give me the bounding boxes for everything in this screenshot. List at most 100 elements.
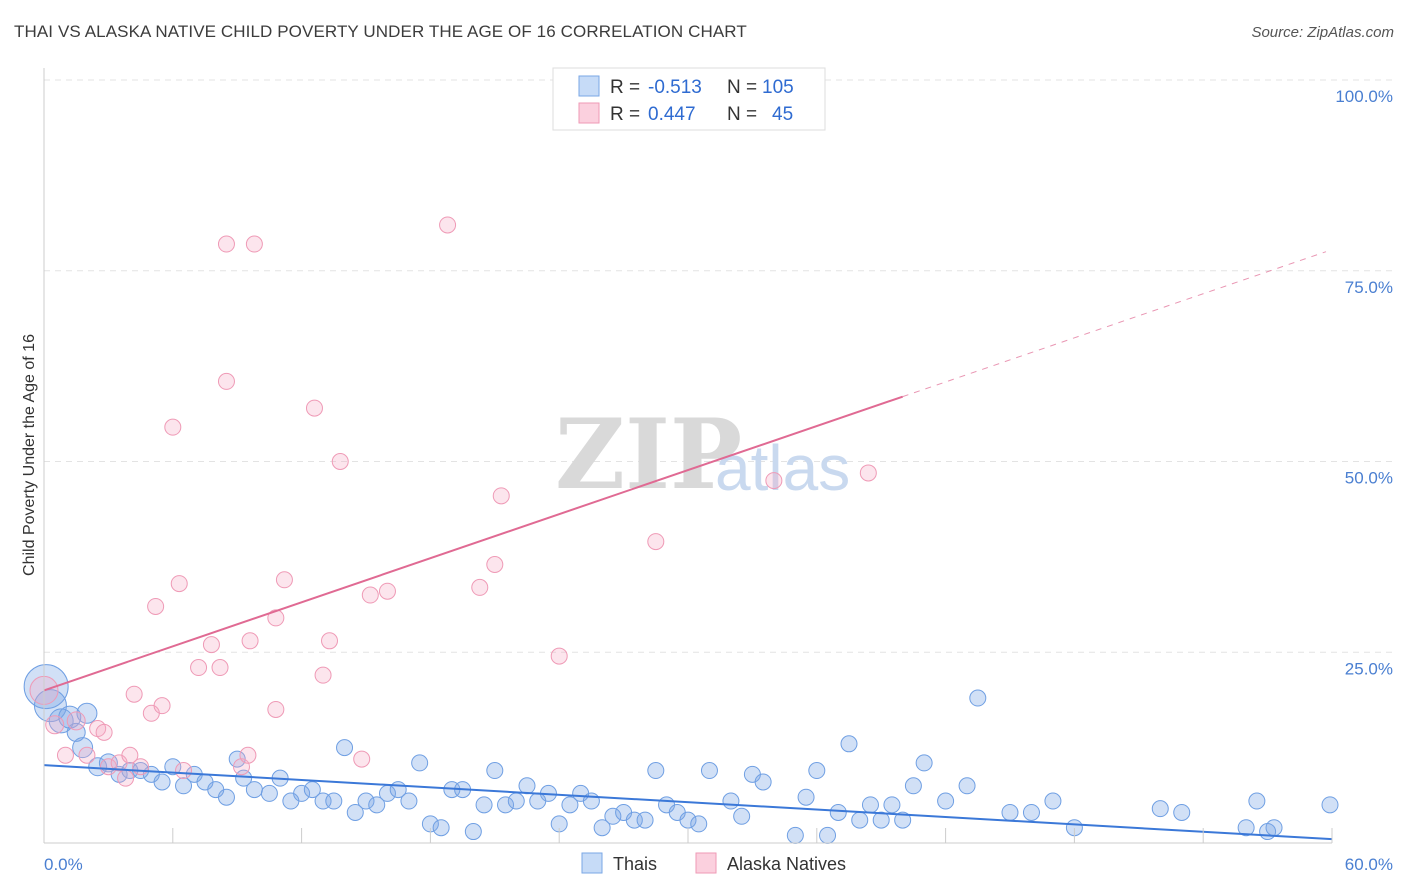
point-thais-19: [217, 788, 235, 806]
point-thais-72: [819, 826, 837, 844]
trend-line-thais: [43, 764, 1333, 841]
point-thais-22: [245, 781, 263, 799]
point-thais-76: [861, 796, 879, 814]
point-alaska-37: [378, 582, 396, 600]
point-thais-68: [754, 773, 772, 791]
grid-lines: [44, 79, 1392, 653]
point-alaska-31: [305, 399, 323, 417]
bottom-legend-label-alaska: Alaska Natives: [727, 854, 846, 874]
point-thais-66: [733, 807, 751, 825]
point-alaska-44: [765, 472, 783, 490]
point-alaska-26: [241, 632, 259, 650]
point-alaska-12: [125, 685, 143, 703]
y-tick-label-0: 100.0%: [1335, 87, 1393, 106]
legend-swatch-thais: [578, 75, 600, 97]
point-thais-81: [915, 754, 933, 772]
point-thais-14: [164, 758, 182, 776]
point-thais-64: [700, 762, 718, 780]
point-thais-4: [66, 722, 86, 742]
trend-extension-alaska: [902, 251, 1327, 398]
point-thais-63: [690, 815, 708, 833]
point-alaska-14: [147, 597, 165, 615]
point-alaska-4: [78, 746, 96, 764]
point-thais-92: [1248, 792, 1266, 810]
point-thais-95: [1321, 796, 1339, 814]
legend-r-label-2: R =: [610, 104, 640, 125]
point-thais-0: [23, 664, 69, 710]
point-alaska-35: [353, 750, 371, 768]
point-thais-44: [486, 762, 504, 780]
point-thais-13: [153, 773, 171, 791]
axes: [43, 68, 1333, 844]
point-alaska-1: [45, 715, 65, 735]
point-thais-71: [808, 762, 826, 780]
data-points: [23, 216, 1339, 844]
point-thais-5: [72, 737, 94, 759]
point-thais-75: [851, 811, 869, 829]
point-thais-33: [368, 796, 386, 814]
point-alaska-18: [170, 575, 188, 593]
point-alaska-15: [153, 697, 171, 715]
legend-swatch-alaska: [578, 102, 600, 124]
point-thais-91: [1237, 819, 1255, 837]
x-tick-label-end: 60.0%: [1345, 855, 1393, 874]
point-thais-39: [432, 819, 450, 837]
point-alaska-39: [471, 578, 489, 596]
point-thais-83: [958, 777, 976, 795]
point-thais-59: [647, 762, 665, 780]
point-thais-31: [346, 803, 364, 821]
point-thais-54: [593, 819, 611, 837]
point-thais-37: [411, 754, 429, 772]
point-alaska-43: [647, 533, 665, 551]
point-alaska-20: [202, 636, 220, 654]
point-alaska-10: [121, 746, 139, 764]
point-thais-26: [293, 784, 311, 802]
point-thais-86: [1022, 803, 1040, 821]
point-thais-42: [464, 823, 482, 841]
point-thais-79: [894, 811, 912, 829]
legend-r-label-1: R =: [610, 77, 640, 98]
point-alaska-17: [175, 762, 193, 780]
point-alaska-11: [132, 758, 150, 776]
point-thais-87: [1044, 792, 1062, 810]
point-alaska-34: [331, 453, 349, 470]
point-alaska-22: [217, 372, 235, 390]
point-thais-23: [260, 784, 278, 802]
legend-n-label-2: N =: [727, 104, 757, 125]
point-alaska-23: [217, 235, 235, 253]
point-alaska-19: [190, 659, 208, 677]
point-thais-47: [518, 777, 536, 795]
point-alaska-38: [439, 216, 457, 234]
chart-title: THAI VS ALASKA NATIVE CHILD POVERTY UNDE…: [14, 22, 747, 41]
point-thais-70: [797, 788, 815, 806]
point-thais-2: [48, 708, 74, 734]
tick-labels: 100.0% 75.0% 50.0% 25.0% 0.0% 60.0%: [44, 87, 1393, 874]
legend-r-value-1: -0.513: [648, 77, 702, 98]
point-thais-58: [636, 811, 654, 829]
watermark-zip: ZIP: [555, 398, 742, 511]
point-alaska-30: [275, 571, 293, 589]
point-thais-89: [1151, 800, 1169, 818]
point-thais-90: [1173, 803, 1191, 821]
y-tick-label-2: 50.0%: [1345, 469, 1393, 488]
y-axis-title: Child Poverty Under the Age of 16: [21, 334, 38, 576]
point-alaska-27: [245, 235, 263, 253]
watermark: ZIP atlas: [555, 398, 850, 511]
point-thais-94: [1265, 819, 1283, 837]
point-thais-55: [604, 807, 622, 825]
point-thais-6: [76, 702, 98, 724]
legend-r-value-2: 0.447: [648, 104, 696, 125]
point-alaska-3: [66, 711, 86, 731]
point-alaska-6: [95, 723, 113, 741]
y-tick-label-1: 75.0%: [1345, 278, 1393, 297]
point-thais-84: [969, 689, 987, 707]
y-tick-label-3: 25.0%: [1345, 659, 1393, 678]
point-alaska-40: [492, 487, 510, 505]
point-alaska-42: [550, 647, 568, 665]
point-thais-30: [336, 739, 354, 757]
point-thais-32: [357, 792, 375, 810]
point-thais-45: [497, 796, 515, 814]
series-legend: Thais Alaska Natives: [581, 852, 846, 874]
point-thais-46: [507, 792, 525, 810]
point-thais-74: [840, 735, 858, 753]
